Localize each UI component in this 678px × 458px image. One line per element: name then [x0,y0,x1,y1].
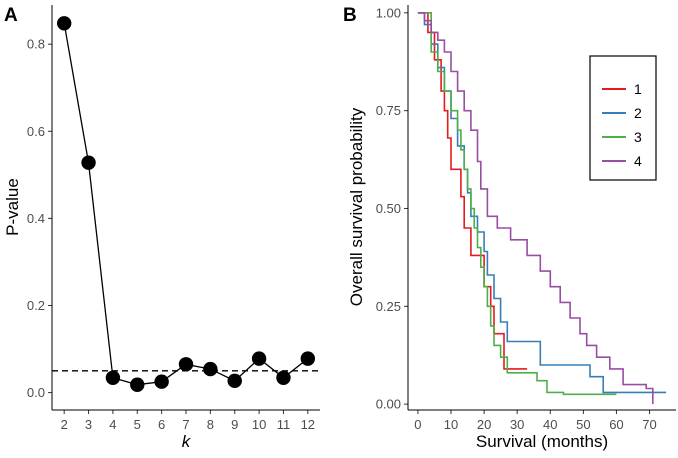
pvalue-point [81,155,96,170]
pvalue-point [227,373,242,389]
panel-b-plot-area [417,12,667,405]
panel-a-x-tick-label: 3 [85,417,92,432]
panel-b-y-axis-title: Overall survival probability [347,107,366,306]
panel-a-y-axis-title: P-value [3,178,22,236]
pvalue-point [178,357,194,372]
panel-a-pvalue-chart: A 0.0 0.2 0.4 0.6 0.8 2 3 4 5 6 7 8 9 10 11 12 k P-val… [3,5,320,451]
pvalue-point [203,361,218,377]
panel-a-x-tick-label: 8 [207,417,214,432]
panel-b-x-tick-label: 70 [642,417,656,432]
panel-a-y-tick-label: 0.6 [27,124,45,139]
panel-a-x-tick-label: 7 [182,417,189,432]
panel-b-y-tick-label: 0.75 [376,103,401,118]
panel-a-x-tick-label: 6 [158,417,165,432]
panel-b-survival-chart: B 0.00 0.25 0.50 0.75 1.00 0 10 20 30 40 50 60 70 S… [343,5,676,451]
legend-label-2: 2 [634,105,642,121]
panel-b-x-tick-label: 10 [444,417,458,432]
pvalue-point [130,377,145,392]
panel-a-x-tick-label: 9 [231,417,238,432]
panel-a-x-tick-label: 2 [61,417,68,432]
panel-a-x-ticks: 2 3 4 5 6 7 8 9 10 11 12 [61,410,315,432]
survival-curve-4 [417,12,654,405]
panel-b-x-tick-label: 20 [477,417,491,432]
panel-b-letter: B [343,5,357,26]
pvalue-point [300,351,316,366]
panel-a-x-tick-label: 11 [277,417,291,432]
legend-label-1: 1 [634,81,642,97]
panel-b-x-tick-label: 30 [510,417,524,432]
pvalue-point [276,370,291,385]
panel-a-y-tick-label: 0.0 [27,385,45,400]
legend-label-4: 4 [634,153,642,169]
panel-a-y-tick-label: 0.2 [27,298,45,313]
panel-a-x-tick-label: 10 [252,417,266,432]
panel-b-x-tick-label: 40 [543,417,557,432]
panel-b-x-tick-label: 0 [414,417,421,432]
panel-b-x-ticks: 0 10 20 30 40 50 60 70 [414,410,657,432]
panel-a-y-tick-label: 0.8 [27,37,45,52]
panel-b-x-tick-label: 50 [576,417,590,432]
panel-a-y-tick-label: 0.4 [27,211,45,226]
panel-a-x-tick-label: 5 [134,417,141,432]
pvalue-point [154,374,169,389]
panel-b-y-ticks: 0.00 0.25 0.50 0.75 1.00 [376,5,408,412]
panel-a-letter: A [4,5,18,26]
legend-label-3: 3 [634,129,642,145]
panel-a-y-ticks: 0.0 0.2 0.4 0.6 0.8 [27,37,52,400]
panel-b-y-tick-label: 0.50 [376,201,401,216]
pvalue-point [56,16,72,31]
panel-a-x-axis-title: k [182,432,192,451]
panel-b-x-axis-title: Survival (months) [476,432,608,451]
legend-box [589,55,657,181]
pvalue-point [105,370,121,385]
panel-b-y-tick-label: 0.00 [376,397,401,412]
panel-b-x-tick-label: 60 [609,417,623,432]
survival-curve-3 [417,12,617,396]
panel-b-y-tick-label: 1.00 [376,5,401,20]
panel-a-plot-area [52,16,320,392]
panel-b-legend: 1 2 3 4 [589,55,657,181]
panel-a-x-tick-label: 4 [109,417,116,432]
panel-a-x-tick-label: 12 [301,417,315,432]
pvalue-point [251,351,267,366]
panel-b-y-tick-label: 0.25 [376,299,401,314]
